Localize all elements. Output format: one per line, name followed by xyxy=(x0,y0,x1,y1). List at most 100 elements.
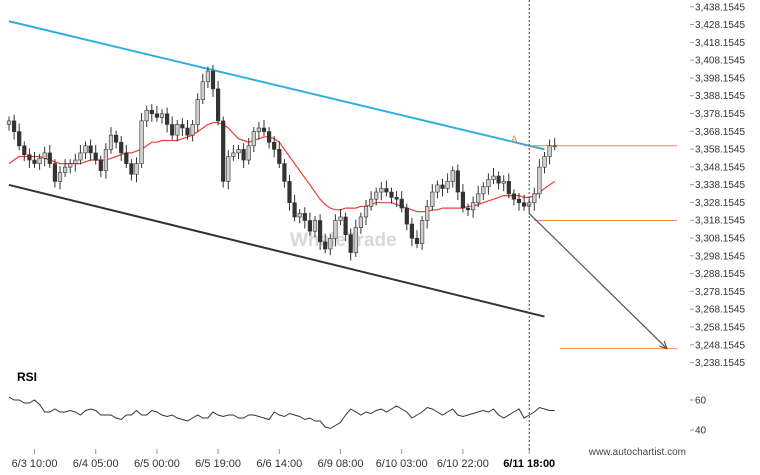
rsi-line xyxy=(8,396,555,430)
candle-body xyxy=(68,163,73,168)
x-tick-label: 6/4 05:00 xyxy=(73,458,119,470)
candle-body xyxy=(12,120,17,132)
y-tick-label: 3,398.1545 xyxy=(695,73,745,84)
candle-body xyxy=(542,156,547,168)
y-tick-label: 3,258.1545 xyxy=(695,322,745,333)
candle-body xyxy=(98,159,103,172)
y-tick-label: 3,328.1545 xyxy=(695,198,745,209)
candle-body xyxy=(144,109,149,122)
y-tick-label: 3,308.1545 xyxy=(695,234,745,245)
candle-body xyxy=(108,134,114,150)
candle-body xyxy=(323,241,328,250)
candle-body xyxy=(481,186,486,195)
projection-line xyxy=(528,212,668,350)
candle-body xyxy=(496,175,501,184)
candle-body xyxy=(537,166,542,195)
candle-body xyxy=(399,198,404,209)
candle-body xyxy=(42,152,47,159)
candle-body xyxy=(343,216,348,236)
candle-body xyxy=(119,141,124,154)
y-tick-label: 3,288.1545 xyxy=(695,269,745,280)
candle-body xyxy=(476,193,481,204)
candle-body xyxy=(353,227,358,253)
candle-body xyxy=(17,131,22,147)
candle-body xyxy=(52,163,57,182)
price-panel: WhaleTrade xyxy=(290,230,397,251)
candle-body xyxy=(88,145,93,154)
candle-body xyxy=(491,175,496,180)
candle-body xyxy=(501,181,506,184)
candle-body xyxy=(302,213,307,221)
candle-body xyxy=(170,124,175,136)
x-tick-label: 6/10 03:00 xyxy=(376,458,428,470)
candle-body xyxy=(277,149,282,164)
candle-body xyxy=(287,181,292,204)
candle-body xyxy=(93,152,98,161)
candle-body xyxy=(251,131,256,147)
candle-body xyxy=(307,220,313,232)
upper-channel-line xyxy=(8,20,545,151)
candle-body xyxy=(149,109,154,115)
candle-body xyxy=(272,141,277,150)
y-tick-label: 3,348.1545 xyxy=(695,162,745,173)
candle-body xyxy=(256,127,262,132)
y-tick-label: 3,408.1545 xyxy=(695,56,745,67)
y-tick-label: 3,278.1545 xyxy=(695,287,745,298)
y-tick-label: 3,438.1545 xyxy=(695,2,745,13)
y-tick-label: 3,318.1545 xyxy=(695,216,745,227)
projection xyxy=(528,212,668,350)
candle-body xyxy=(312,220,318,232)
candle-body xyxy=(129,163,134,175)
candle-body xyxy=(124,152,129,164)
x-tick-label: 6/3 10:00 xyxy=(12,458,58,470)
candle-body xyxy=(236,149,241,154)
candle-body xyxy=(409,223,415,239)
rsi-tick-label: 60 xyxy=(695,396,707,407)
candle-body xyxy=(419,220,425,244)
candle-body xyxy=(139,120,144,164)
candle-body xyxy=(348,234,353,253)
y-tick-label: 3,418.1545 xyxy=(695,38,745,49)
candle-body xyxy=(27,154,32,161)
candle-body xyxy=(465,207,471,211)
pattern-label: A xyxy=(511,134,517,144)
candle-body xyxy=(62,166,68,173)
candle-body xyxy=(425,205,430,221)
candle-body xyxy=(470,202,476,211)
candle-body xyxy=(450,170,455,182)
candle-body xyxy=(394,197,399,200)
trend-channels xyxy=(8,20,545,318)
rsi-title: RSI xyxy=(17,370,37,384)
x-tick-label: 6/5 00:00 xyxy=(134,458,180,470)
candle-body xyxy=(6,120,12,125)
y-tick-label: 3,298.1545 xyxy=(695,251,745,262)
candle-body xyxy=(532,193,537,204)
candle-body xyxy=(338,216,343,221)
y-tick-label: 3,378.1545 xyxy=(695,109,745,120)
y-tick-label: 3,238.1545 xyxy=(695,358,745,369)
y-tick-label: 3,338.1545 xyxy=(695,180,745,191)
candle-body xyxy=(226,156,231,182)
y-tick-label: 3,388.1545 xyxy=(695,91,745,102)
candle-body xyxy=(430,191,435,207)
candle-body xyxy=(22,145,27,155)
watermark: WhaleTrade xyxy=(290,230,397,251)
candle-body xyxy=(190,124,195,136)
candle-body xyxy=(37,157,42,164)
candle-body xyxy=(73,159,78,164)
y-tick-label: 3,268.1545 xyxy=(695,305,745,316)
candle-body xyxy=(185,127,190,136)
x-tick-label: 6/9 08:00 xyxy=(318,458,364,470)
x-axis: 6/3 10:00 6/4 05:00 6/5 00:00 6/5 19:00 6/6 … xyxy=(12,449,555,470)
candle-body xyxy=(154,113,160,118)
projection-arrowhead xyxy=(659,340,668,350)
credit-text: www.autochartist.com xyxy=(588,447,686,458)
candle-body xyxy=(384,188,389,193)
y-axis: 3,438.1545 3,428.1545 3,418.1545 3,408.1545… xyxy=(690,2,745,369)
candle-body xyxy=(292,202,297,218)
candle-body xyxy=(333,220,338,239)
rsi-tick-label: 40 xyxy=(695,426,707,437)
candle-body xyxy=(266,131,272,143)
candle-body xyxy=(435,184,440,193)
